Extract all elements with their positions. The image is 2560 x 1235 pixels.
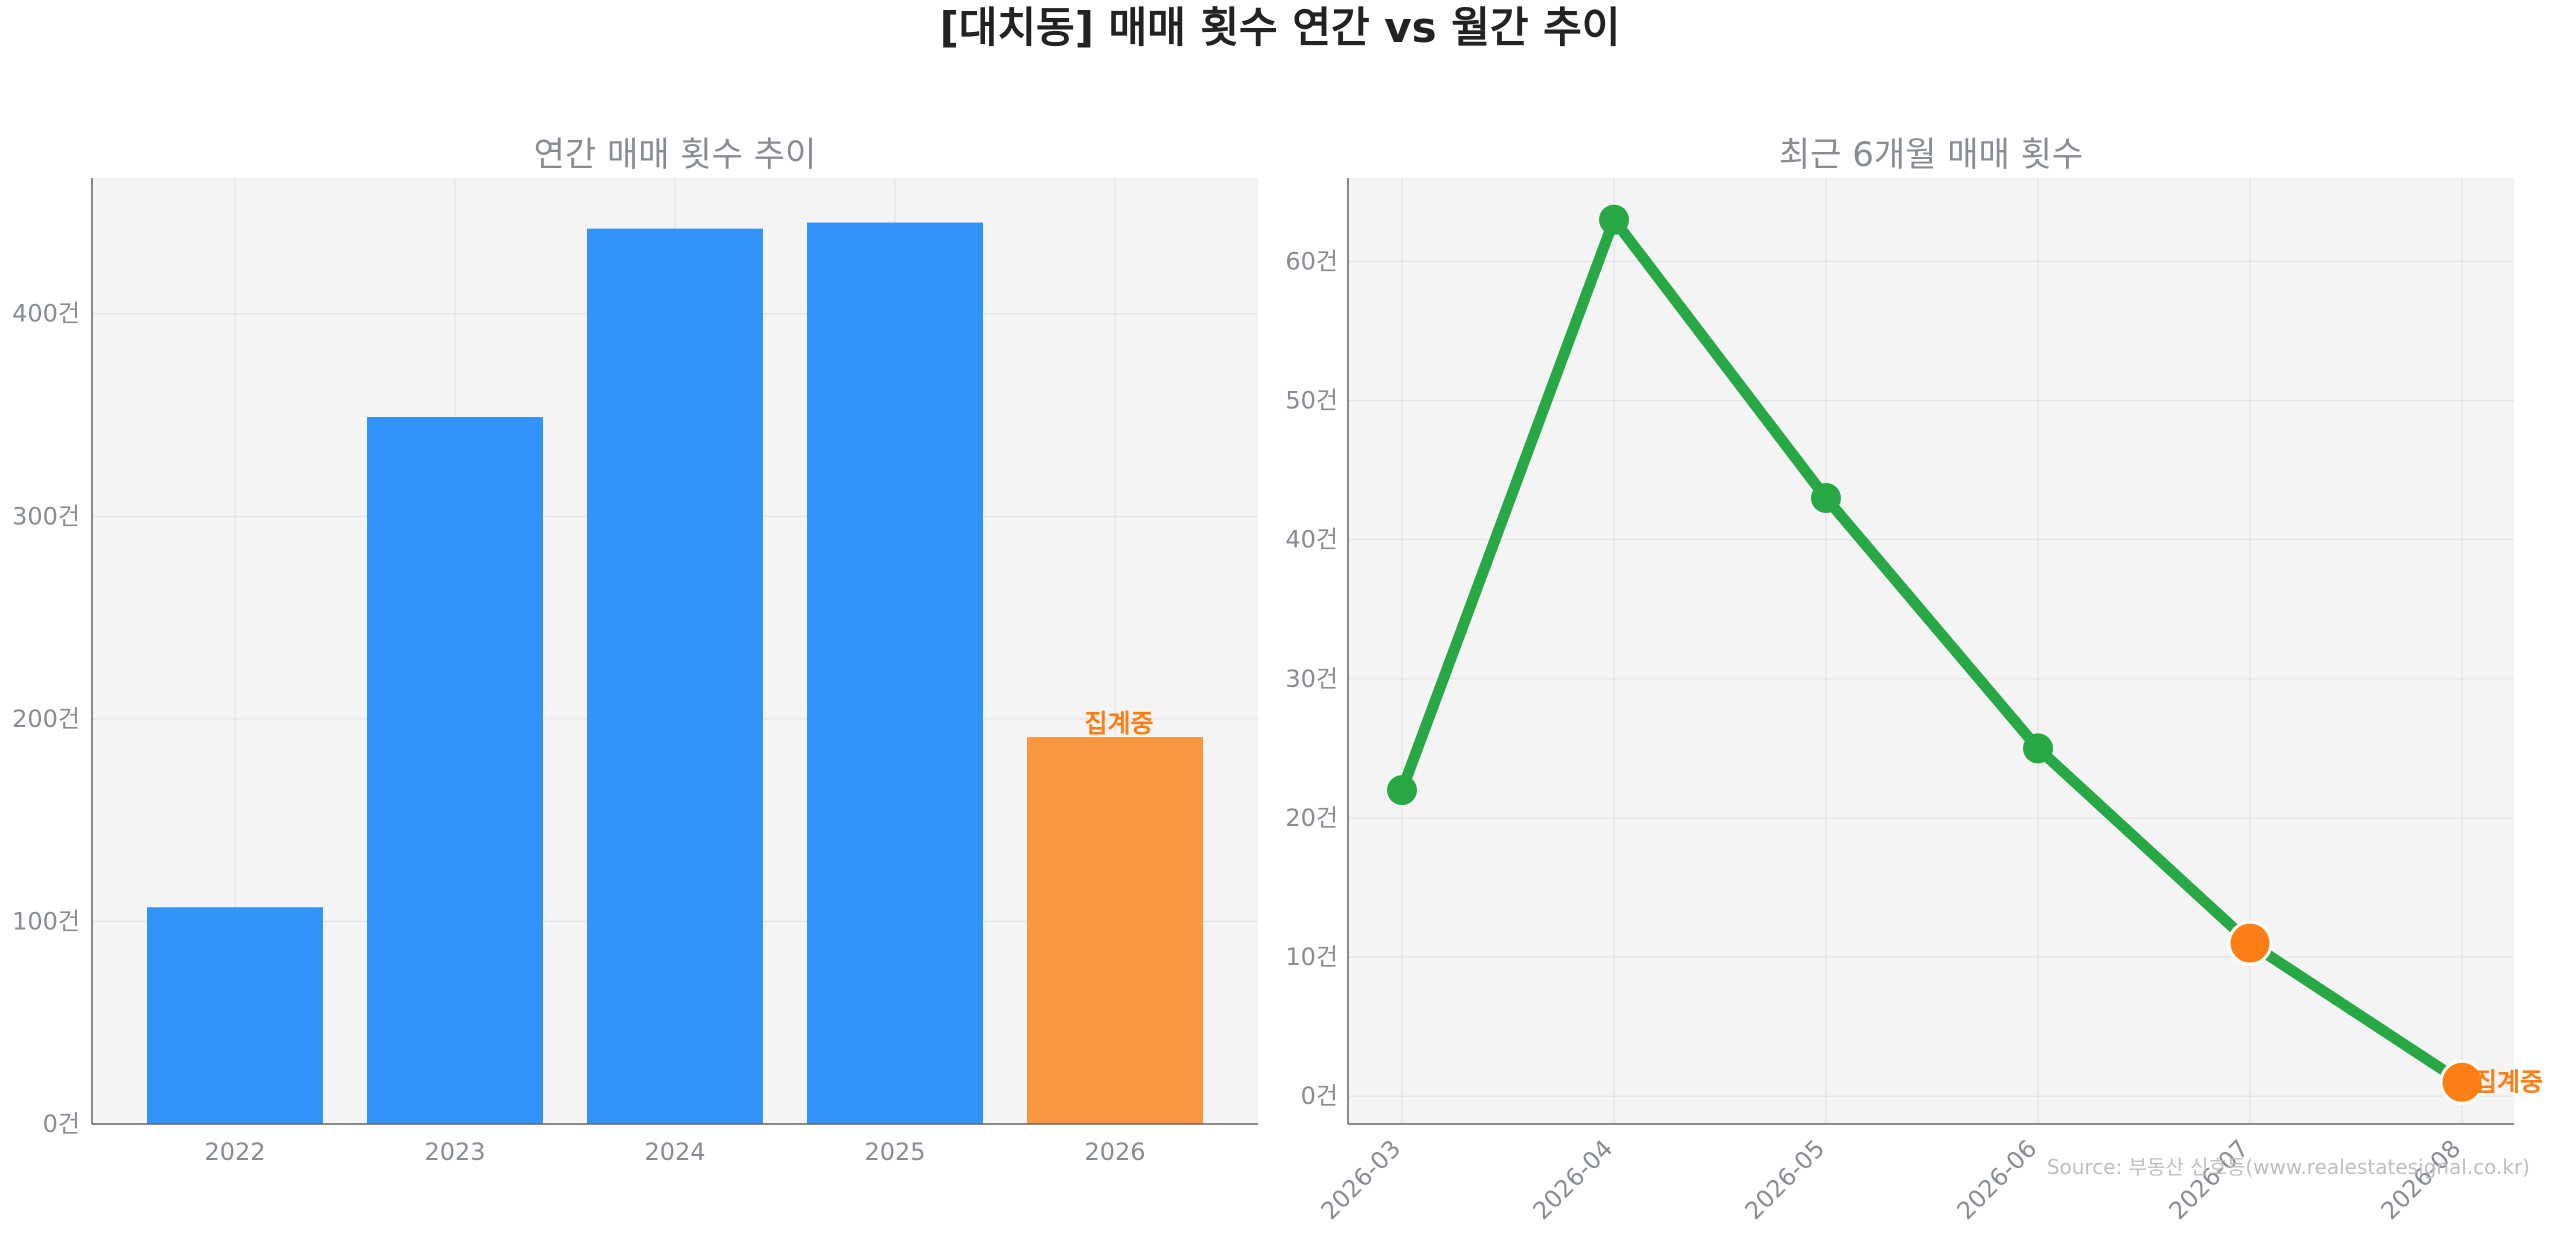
annotation-label: 집계중 [2474, 1067, 2543, 1096]
data-point [1387, 775, 1417, 806]
source-note: Source: 부동산 신호등(www.realestatesignal.co.… [2047, 1155, 2530, 1179]
y-tick-label: 50건 [1285, 387, 1338, 415]
x-tick-label: 2026 [1084, 1138, 1145, 1166]
data-point [1811, 482, 1841, 513]
x-tick-label: 2026-03 [1316, 1134, 1407, 1225]
y-tick-label: 0건 [1301, 1082, 1338, 1110]
bar [367, 417, 543, 1125]
y-tick-label: 10건 [1285, 943, 1338, 971]
y-tick-label: 200건 [12, 705, 80, 733]
x-tick-label: 2026-06 [1952, 1134, 2043, 1225]
y-tick-label: 0건 [43, 1110, 80, 1138]
x-tick-label: 2025 [864, 1138, 925, 1166]
x-tick-label: 2026-07 [2164, 1134, 2255, 1225]
panel-title: 연간 매매 횟수 추이 [534, 135, 817, 175]
y-tick-label: 20건 [1285, 804, 1338, 832]
data-point-highlight [2439, 1059, 2485, 1105]
y-tick-label: 30건 [1285, 665, 1338, 693]
x-tick-label: 2026-08 [2376, 1134, 2467, 1225]
x-tick-label: 2026-04 [1528, 1134, 1619, 1225]
bar-chart-panel: 0건 100건 200건 300건 400건 2022 2023 2024 2025 2026 집계… [12, 135, 1258, 1166]
x-tick-label: 2022 [204, 1138, 265, 1166]
series-line [1396, 214, 2468, 1088]
x-tick-label: 2026-05 [1740, 1134, 1831, 1225]
bar-highlight [1027, 737, 1203, 1124]
panel-title: 최근 6개월 매매 횟수 [1779, 135, 2083, 175]
y-tick-label: 400건 [12, 300, 80, 328]
data-point [1599, 204, 1629, 235]
y-tick-label: 300건 [12, 502, 80, 530]
annotation-label: 집계중 [1084, 709, 1153, 738]
bar [807, 222, 983, 1124]
line-chart-panel: 0건 10건 20건 30건 40건 50건 60건 2026-03 2026-04 2026-0… [1285, 135, 2543, 1225]
x-tick-label: 2024 [644, 1138, 705, 1166]
figure-title: [대치동] 매매 횟수 연간 vs 월간 추이 [940, 3, 1621, 52]
y-tick-label: 60건 [1285, 247, 1338, 275]
x-tick-label: 2023 [424, 1138, 485, 1166]
bar [587, 228, 763, 1124]
y-tick-label: 100건 [12, 907, 80, 935]
data-point-highlight [2227, 920, 2273, 966]
bar [147, 907, 323, 1124]
y-tick-label: 40건 [1285, 526, 1338, 554]
data-point [2023, 733, 2053, 764]
plot-area-background [1348, 178, 2514, 1124]
